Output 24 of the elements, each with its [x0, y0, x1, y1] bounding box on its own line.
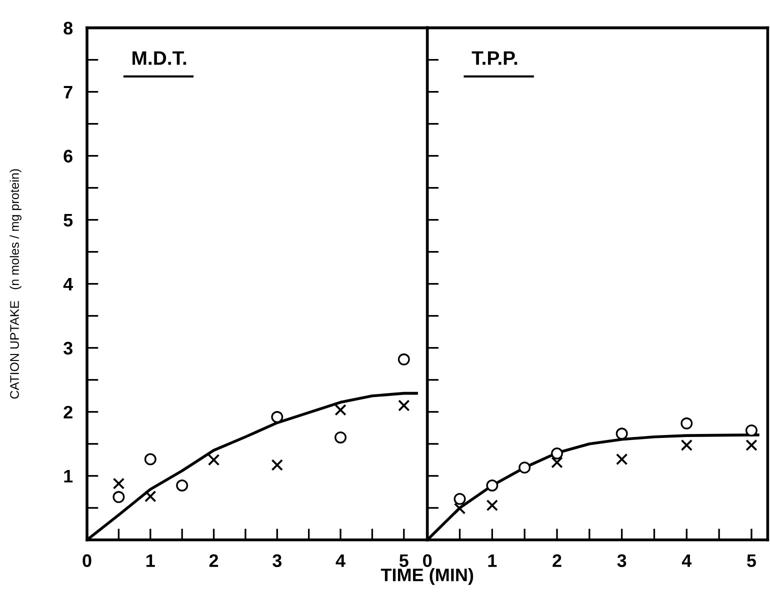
y-tick-label: 4 [63, 278, 74, 290]
y-tick-label: 7 [64, 86, 72, 98]
y-tick-label: 3 [63, 342, 72, 355]
y-tick-label: 2 [64, 406, 72, 418]
y-tick-label: 5 [64, 214, 73, 227]
text: M.D.T. [132, 51, 186, 65]
x-axis-title: TIME (MIN) [380, 568, 474, 585]
x-tick-label: 5 [399, 554, 408, 568]
x-tick-label: 4 [336, 554, 346, 567]
x-tick-label: 1 [488, 554, 497, 567]
y-tick-label: 8 [64, 22, 73, 35]
x-tick-label: 3 [617, 554, 626, 568]
x-tick-label: 2 [552, 554, 562, 567]
x-tick-label: 0 [82, 554, 92, 568]
x-tick-label: 1 [146, 554, 155, 567]
text: T.P.P. [472, 51, 518, 65]
x-tick-label: 5 [747, 554, 756, 568]
y-axis-title: CATION UPTAKE (n moles / mg protein) [10, 169, 22, 399]
x-tick-label: 3 [272, 554, 282, 568]
y-tick-label: 1 [64, 470, 73, 482]
x-tick-label: 2 [209, 554, 218, 567]
y-tick-label: 6 [64, 150, 72, 163]
x-tick-label: 4 [682, 554, 692, 567]
x-tick-label: 0 [423, 554, 432, 568]
